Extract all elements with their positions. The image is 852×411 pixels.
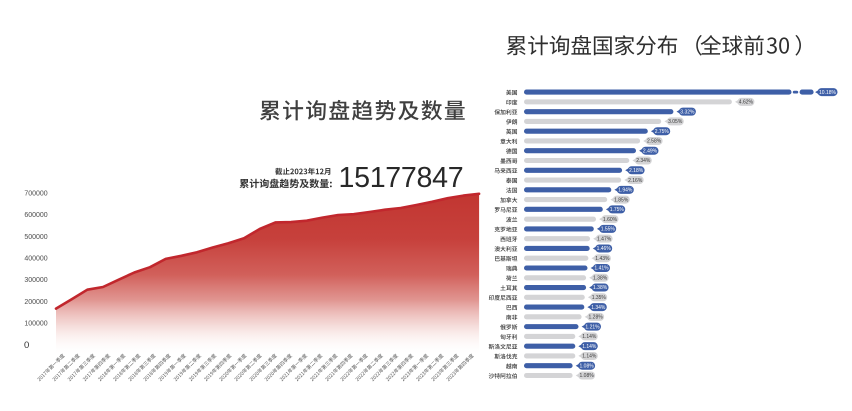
svg-text:400000: 400000 <box>24 256 47 263</box>
svg-text:1.55%: 1.55% <box>601 227 616 233</box>
svg-text:1.38%: 1.38% <box>593 275 608 281</box>
svg-text:2.16%: 2.16% <box>628 178 643 184</box>
svg-text:2.49%: 2.49% <box>643 148 658 154</box>
svg-text:1.94%: 1.94% <box>618 188 633 194</box>
svg-text:10.18%: 10.18% <box>819 90 837 96</box>
svg-text:2.34%: 2.34% <box>636 158 651 164</box>
svg-text:1.35%: 1.35% <box>592 295 607 301</box>
svg-text:1.21%: 1.21% <box>585 324 600 330</box>
svg-text:3.05%: 3.05% <box>668 119 683 125</box>
svg-text:1.46%: 1.46% <box>597 246 612 252</box>
svg-text:200000: 200000 <box>24 299 47 306</box>
svg-text:2.75%: 2.75% <box>655 129 670 135</box>
svg-text:1.28%: 1.28% <box>589 315 604 321</box>
svg-text:1.14%: 1.14% <box>582 354 597 360</box>
svg-text:700000: 700000 <box>24 190 47 197</box>
svg-text:600000: 600000 <box>24 212 47 219</box>
svg-text:1.08%: 1.08% <box>580 373 595 379</box>
svg-text:300000: 300000 <box>24 277 47 284</box>
svg-text:1.85%: 1.85% <box>614 197 629 203</box>
svg-text:1.08%: 1.08% <box>580 363 595 369</box>
svg-text:1.75%: 1.75% <box>610 207 625 213</box>
svg-text:100000: 100000 <box>24 321 47 328</box>
svg-text:1.38%: 1.38% <box>593 285 608 291</box>
svg-text:2.58%: 2.58% <box>647 139 662 145</box>
svg-text:1.14%: 1.14% <box>582 344 597 350</box>
svg-text:1.47%: 1.47% <box>597 236 612 242</box>
svg-text:3.32%: 3.32% <box>680 109 695 115</box>
svg-text:1.14%: 1.14% <box>582 334 597 340</box>
svg-text:15177847: 15177847 <box>339 162 464 194</box>
svg-text:1.60%: 1.60% <box>603 217 618 223</box>
svg-text:0: 0 <box>24 340 29 351</box>
svg-text:1.43%: 1.43% <box>595 256 610 262</box>
svg-text:4.62%: 4.62% <box>739 100 754 106</box>
svg-text:1.41%: 1.41% <box>594 266 609 272</box>
svg-text:500000: 500000 <box>24 234 47 241</box>
svg-text:2.18%: 2.18% <box>629 168 644 174</box>
svg-text:1.34%: 1.34% <box>591 305 606 311</box>
